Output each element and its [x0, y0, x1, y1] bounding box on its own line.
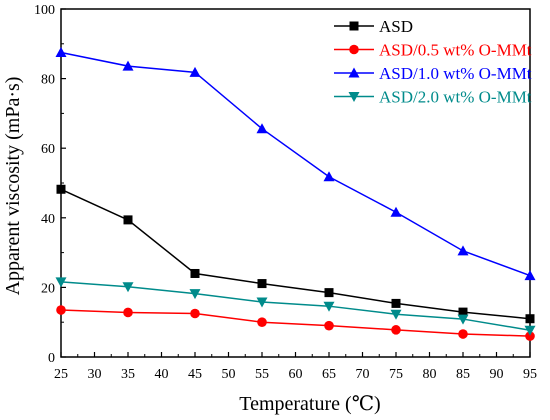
series-2-point-0 — [55, 47, 67, 57]
series-1-point-0 — [56, 305, 66, 315]
series-3-point-7 — [524, 325, 536, 336]
x-tick-label-85: 85 — [456, 367, 470, 382]
y-tick-label-100: 100 — [34, 3, 55, 18]
x-tick-label-75: 75 — [389, 367, 403, 382]
x-tick-label-25: 25 — [54, 367, 68, 382]
series-1-point-6 — [458, 329, 468, 339]
series-2-line — [60, 51, 531, 277]
y-tick-label-60: 60 — [41, 142, 55, 157]
series-0-point-5 — [391, 298, 401, 308]
y-tick-label-40: 40 — [41, 212, 55, 227]
series-3-point-2 — [189, 289, 201, 300]
x-tick-label-65: 65 — [322, 367, 336, 382]
series-2-point-4 — [323, 171, 335, 182]
series-0-point-6 — [458, 307, 468, 317]
series-1-point-7 — [525, 331, 535, 341]
y-tick-label-80: 80 — [41, 73, 55, 88]
x-tick-label-55: 55 — [255, 367, 269, 382]
x-tick-label-45: 45 — [188, 367, 202, 382]
series-0 — [56, 184, 535, 324]
series-2 — [55, 47, 536, 281]
series-2-point-7 — [524, 270, 536, 281]
series-1-point-5 — [391, 325, 401, 335]
legend-marker-1 — [349, 44, 359, 55]
series-3-point-4 — [323, 301, 335, 312]
series-0-point-7 — [525, 314, 535, 324]
series-3-point-5 — [390, 309, 402, 320]
x-tick-label-35: 35 — [121, 367, 135, 382]
axes: 25 30 35 40 45 50 55 60 65 70 75 80 85 90 95 0 20 40 60 80 1… — [34, 3, 537, 382]
legend-entry-1: ASD/0.5 wt% O-MMt — [334, 41, 532, 60]
series-0-point-3 — [257, 279, 267, 289]
x-tick-label-90: 90 — [490, 367, 504, 382]
x-axis-label: Temperature (℃) — [239, 393, 380, 415]
legend-entry-0: ASD — [334, 17, 413, 36]
legend-entry-3: ASD/2.0 wt% O-MMt — [334, 88, 532, 107]
series-1-point-4 — [324, 320, 334, 331]
legend-marker-3 — [348, 92, 360, 102]
series-0-line — [60, 188, 531, 320]
legend-marker-0 — [349, 21, 359, 31]
series-1-line — [60, 309, 531, 337]
legend-marker-2 — [348, 67, 360, 78]
x-tick-label-95: 95 — [523, 367, 537, 382]
series-3-point-6 — [457, 314, 469, 325]
x-tick-label-70: 70 — [356, 367, 370, 382]
y-tick-label-0: 0 — [48, 351, 55, 366]
legend-label-0: ASD — [379, 17, 413, 36]
x-tick-label-40: 40 — [155, 367, 169, 382]
legend: ASD ASD/0.5 wt% O-MMt ASD/1.0 wt% O-MMt ASD… — [334, 17, 532, 107]
y-axis-label: Apparent viscosity (mPa·s) — [2, 77, 24, 296]
x-tick-label-50: 50 — [222, 367, 236, 382]
series-1-point-3 — [257, 317, 267, 328]
series-1-point-2 — [190, 308, 200, 319]
legend-label-2: ASD/1.0 wt% O-MMt — [379, 64, 532, 83]
series-2-point-2 — [189, 66, 201, 77]
x-tick-label-60: 60 — [289, 367, 303, 382]
series-3-point-1 — [122, 282, 134, 293]
series-3-point-3 — [256, 297, 268, 308]
x-tick-label-80: 80 — [423, 367, 437, 382]
series-0-point-4 — [324, 288, 334, 298]
series-3-line — [60, 281, 531, 331]
series-0-point-0 — [56, 184, 66, 194]
series-1-point-1 — [123, 307, 133, 318]
series-3 — [55, 277, 536, 336]
y-tick-label-20: 20 — [41, 281, 55, 296]
series-2-point-3 — [256, 123, 268, 134]
legend-entry-2: ASD/1.0 wt% O-MMt — [334, 64, 532, 83]
series-2-point-6 — [457, 245, 469, 256]
series-2-point-5 — [390, 206, 402, 217]
series-layer — [55, 47, 536, 341]
x-tick-label-30: 30 — [88, 367, 102, 382]
series-0-point-2 — [190, 268, 200, 278]
series-0-point-1 — [123, 215, 133, 225]
legend-label-1: ASD/0.5 wt% O-MMt — [379, 41, 532, 60]
series-2-point-1 — [122, 60, 134, 71]
series-3-point-0 — [55, 277, 67, 288]
series-1 — [56, 305, 535, 341]
legend-label-3: ASD/2.0 wt% O-MMt — [379, 88, 532, 107]
